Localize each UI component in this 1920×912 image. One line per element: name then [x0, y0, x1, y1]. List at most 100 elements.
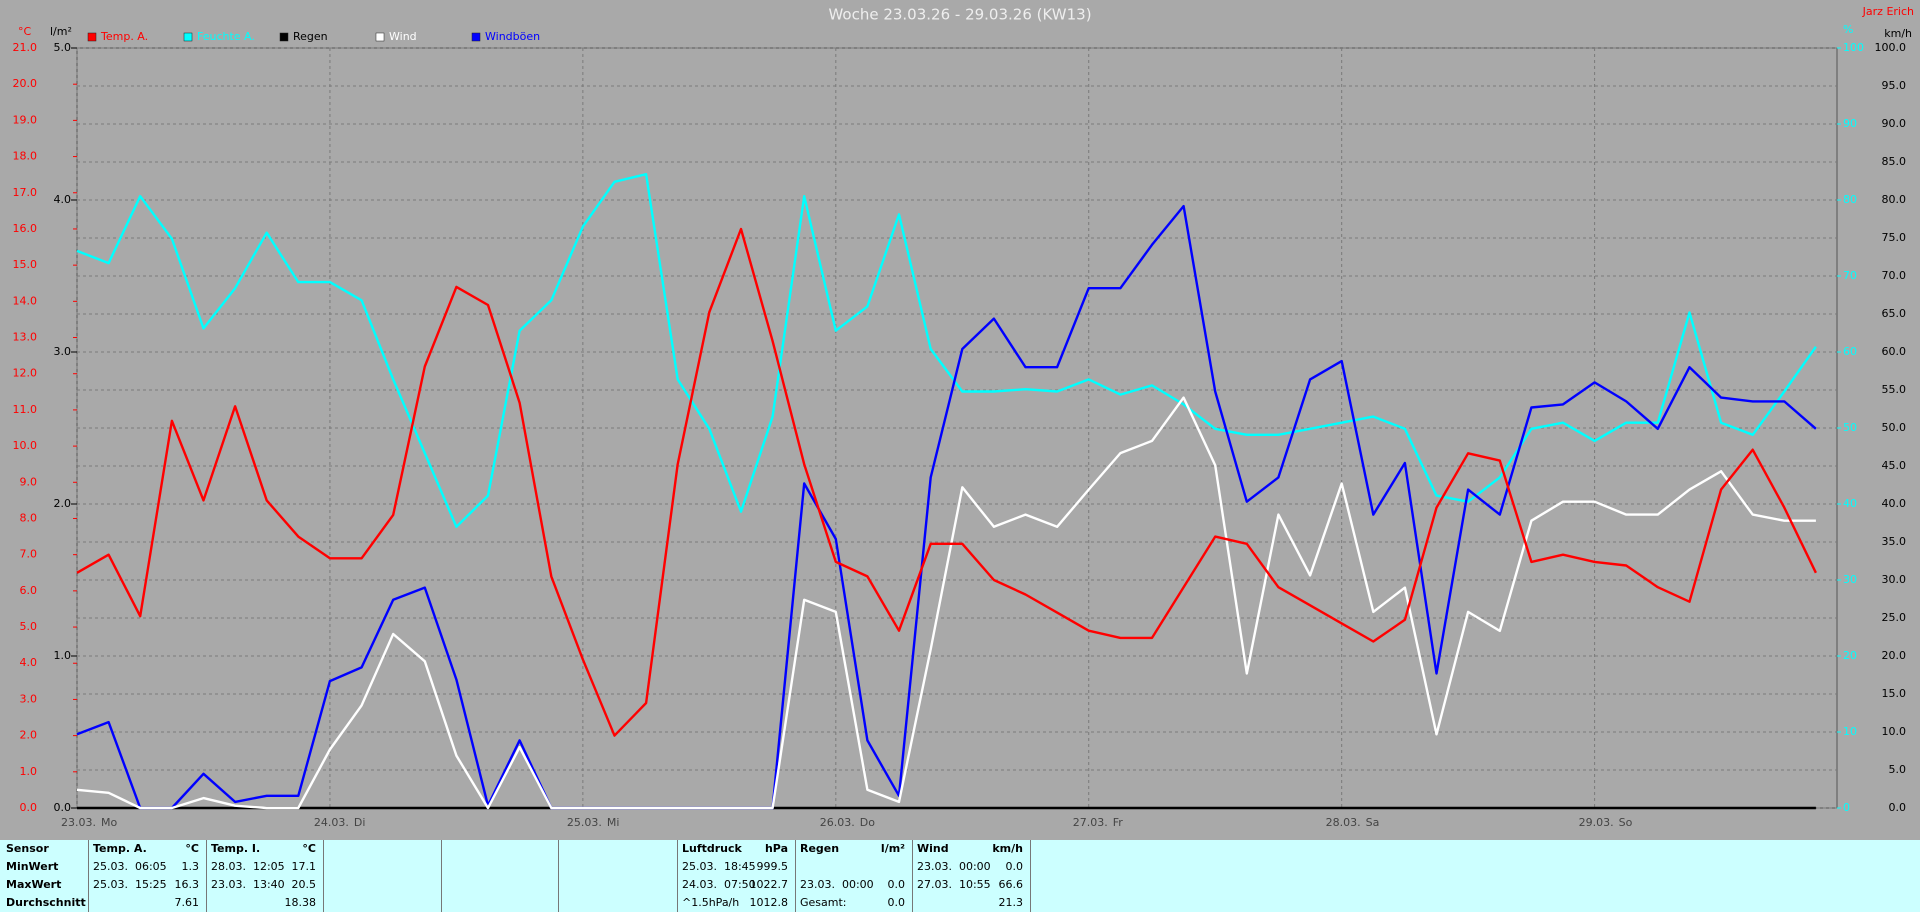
y2-tick-label: 95.0 [1882, 79, 1907, 92]
block-unit: °C [185, 842, 199, 855]
chart-title: Woche 23.03.26 - 29.03.26 (KW13) [828, 6, 1091, 24]
block-title: Temp. I. [211, 842, 261, 855]
stat-time: 25.03. 15:25 [93, 878, 167, 891]
x-tick-label: 24.03. [314, 816, 349, 829]
y-tick-label: 4.0 [20, 656, 38, 669]
block-unit: hPa [764, 842, 788, 855]
series-line [76, 204, 1817, 810]
y2-tick-label: 5.0 [1889, 763, 1907, 776]
stat-value: 66.6 [998, 878, 1024, 891]
y-unit: °C [18, 25, 32, 38]
weekday-label: Sa [1366, 816, 1380, 829]
stat-time: 23.03. 00:00 [917, 860, 991, 873]
legend-swatch [87, 32, 97, 42]
table-column [677, 840, 796, 912]
weekday-label: Do [860, 816, 875, 829]
table-column [558, 840, 678, 912]
stat-value: 16.3 [174, 878, 200, 891]
y3-tick-label: 70 [1843, 269, 1857, 282]
stat-time: 28.03. 12:05 [211, 860, 285, 873]
rain-tick-label: 3.0 [54, 345, 72, 358]
stat-value: 0.0 [887, 896, 906, 909]
legend-swatch [471, 32, 481, 42]
table-column [795, 840, 913, 912]
y-tick-label: 10.0 [13, 439, 38, 452]
y3-tick-label: 80 [1843, 193, 1857, 206]
x-tick-label: 23.03. [61, 816, 96, 829]
y-tick-label: 19.0 [13, 113, 38, 126]
y2-tick-label: 10.0 [1882, 725, 1907, 738]
y2-tick-label: 20.0 [1882, 649, 1907, 662]
block-unit: l/m² [880, 842, 905, 855]
y2-tick-label: 85.0 [1882, 155, 1907, 168]
block-unit: km/h [992, 842, 1023, 855]
rain-tick-label: 5.0 [54, 41, 72, 54]
weekday-label: Mo [101, 816, 117, 829]
stat-time: 23.03. 13:40 [211, 878, 285, 891]
stat-value: 7.61 [174, 896, 200, 909]
y-tick-label: 9.0 [20, 475, 38, 488]
y2-tick-label: 45.0 [1882, 459, 1907, 472]
y-tick-label: 21.0 [13, 41, 38, 54]
stat-time: 27.03. 10:55 [917, 878, 991, 891]
weekday-label: Fr [1113, 816, 1124, 829]
rain-tick-label: 2.0 [54, 497, 72, 510]
humidity-unit: % [1843, 23, 1853, 36]
table-column [323, 840, 442, 912]
y2-tick-label: 60.0 [1882, 345, 1907, 358]
table-column [206, 840, 324, 912]
stat-time: Gesamt: [800, 896, 847, 909]
legend-label: Feuchte A. [197, 30, 255, 43]
header-label: Sensor [6, 842, 49, 855]
y2-tick-label: 35.0 [1882, 535, 1907, 548]
x-tick-label: 28.03. [1326, 816, 1361, 829]
weekday-label: Mi [607, 816, 620, 829]
y-tick-label: 12.0 [13, 367, 38, 380]
stat-value: 1012.8 [749, 896, 789, 909]
y3-tick-label: 0 [1843, 801, 1850, 814]
y-tick-label: 15.0 [13, 258, 38, 271]
y2-tick-label: 90.0 [1882, 117, 1907, 130]
legend-label: Regen [293, 30, 328, 43]
stat-value: 1022.7 [749, 878, 789, 891]
x-tick-label: 25.03. [567, 816, 602, 829]
y-tick-label: 6.0 [20, 584, 38, 597]
stat-value: 1.3 [181, 860, 200, 873]
y-tick-label: 11.0 [13, 403, 38, 416]
y-tick-label: 8.0 [20, 511, 38, 524]
y2-tick-label: 25.0 [1882, 611, 1907, 624]
stat-time: 25.03. 18:45 [682, 860, 756, 873]
y3-tick-label: 100 [1843, 41, 1864, 54]
legend-label: Windböen [485, 30, 540, 43]
stat-value: 0.0 [887, 878, 906, 891]
y-tick-label: 0.0 [20, 801, 38, 814]
stat-time: 25.03. 06:05 [93, 860, 167, 873]
x-tick-label: 26.03. [820, 816, 855, 829]
y-tick-label: 3.0 [20, 692, 38, 705]
y3-tick-label: 50 [1843, 421, 1857, 434]
y-tick-label: 17.0 [13, 186, 38, 199]
block-title: Temp. A. [93, 842, 147, 855]
weekday-label: So [1619, 816, 1633, 829]
y2-tick-label: 80.0 [1882, 193, 1907, 206]
stat-value: 0.0 [1005, 860, 1024, 873]
rain-tick-label: 1.0 [54, 649, 72, 662]
stat-value: 20.5 [291, 878, 317, 891]
y-tick-label: 5.0 [20, 620, 38, 633]
row-label: MaxWert [6, 878, 62, 891]
y3-tick-label: 60 [1843, 345, 1857, 358]
y2-tick-label: 50.0 [1882, 421, 1907, 434]
stat-value: 21.3 [998, 896, 1024, 909]
y3-tick-label: 10 [1843, 725, 1857, 738]
x-tick-label: 27.03. [1073, 816, 1108, 829]
y3-tick-label: 20 [1843, 649, 1857, 662]
y3-tick-label: 40 [1843, 497, 1857, 510]
stat-value: 999.5 [756, 860, 789, 873]
y-tick-label: 7.0 [20, 548, 38, 561]
stat-value: 18.38 [284, 896, 317, 909]
y2-tick-label: 100.0 [1875, 41, 1907, 54]
y-tick-label: 16.0 [13, 222, 38, 235]
y3-tick-label: 90 [1843, 117, 1857, 130]
row-label: Durchschnitt [6, 896, 86, 909]
